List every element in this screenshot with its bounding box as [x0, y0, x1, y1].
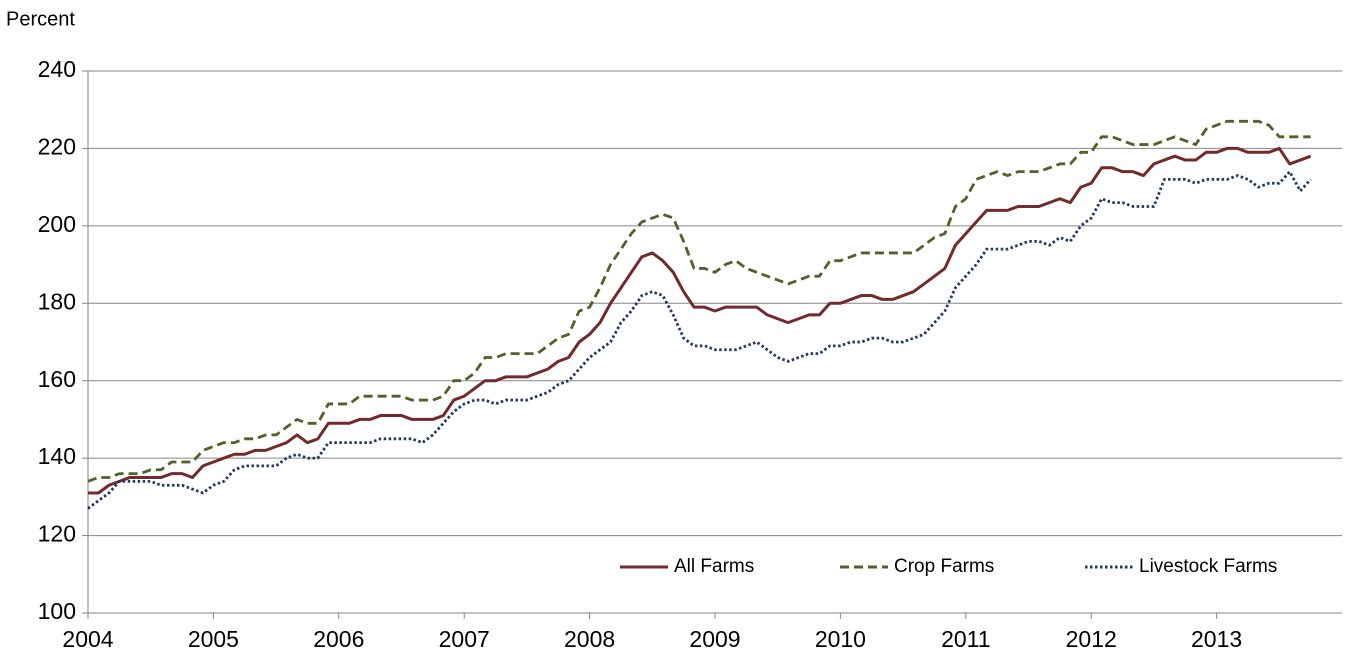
x-tick-label: 2004 [62, 626, 113, 652]
x-tick-label: 2008 [564, 626, 615, 652]
y-tick-label: 160 [38, 366, 76, 392]
x-tick-label: 2012 [1066, 626, 1117, 652]
y-tick-label: 180 [38, 288, 76, 314]
x-tick-label: 2006 [313, 626, 364, 652]
legend-label: All Farms [674, 556, 754, 577]
x-tick-label: 2013 [1191, 626, 1242, 652]
y-tick-label: 100 [38, 598, 76, 624]
y-tick-label: 240 [38, 56, 76, 82]
y-tick-label: 200 [38, 211, 76, 237]
legend-label: Crop Farms [894, 556, 994, 577]
x-tick-label: 2010 [815, 626, 866, 652]
x-tick-label: 2011 [941, 626, 990, 652]
x-tick-label: 2005 [188, 626, 239, 652]
x-tick-label: 2007 [439, 626, 490, 652]
y-tick-label: 120 [38, 521, 76, 547]
series-line [87, 119, 1311, 483]
y-tick-label: 140 [38, 443, 76, 469]
legend-label: Livestock Farms [1139, 556, 1277, 577]
x-tick-label: 2009 [689, 626, 740, 652]
y-axis-label: Percent [6, 8, 75, 30]
series-line [88, 146, 1312, 495]
y-tick-label: 220 [38, 134, 76, 160]
